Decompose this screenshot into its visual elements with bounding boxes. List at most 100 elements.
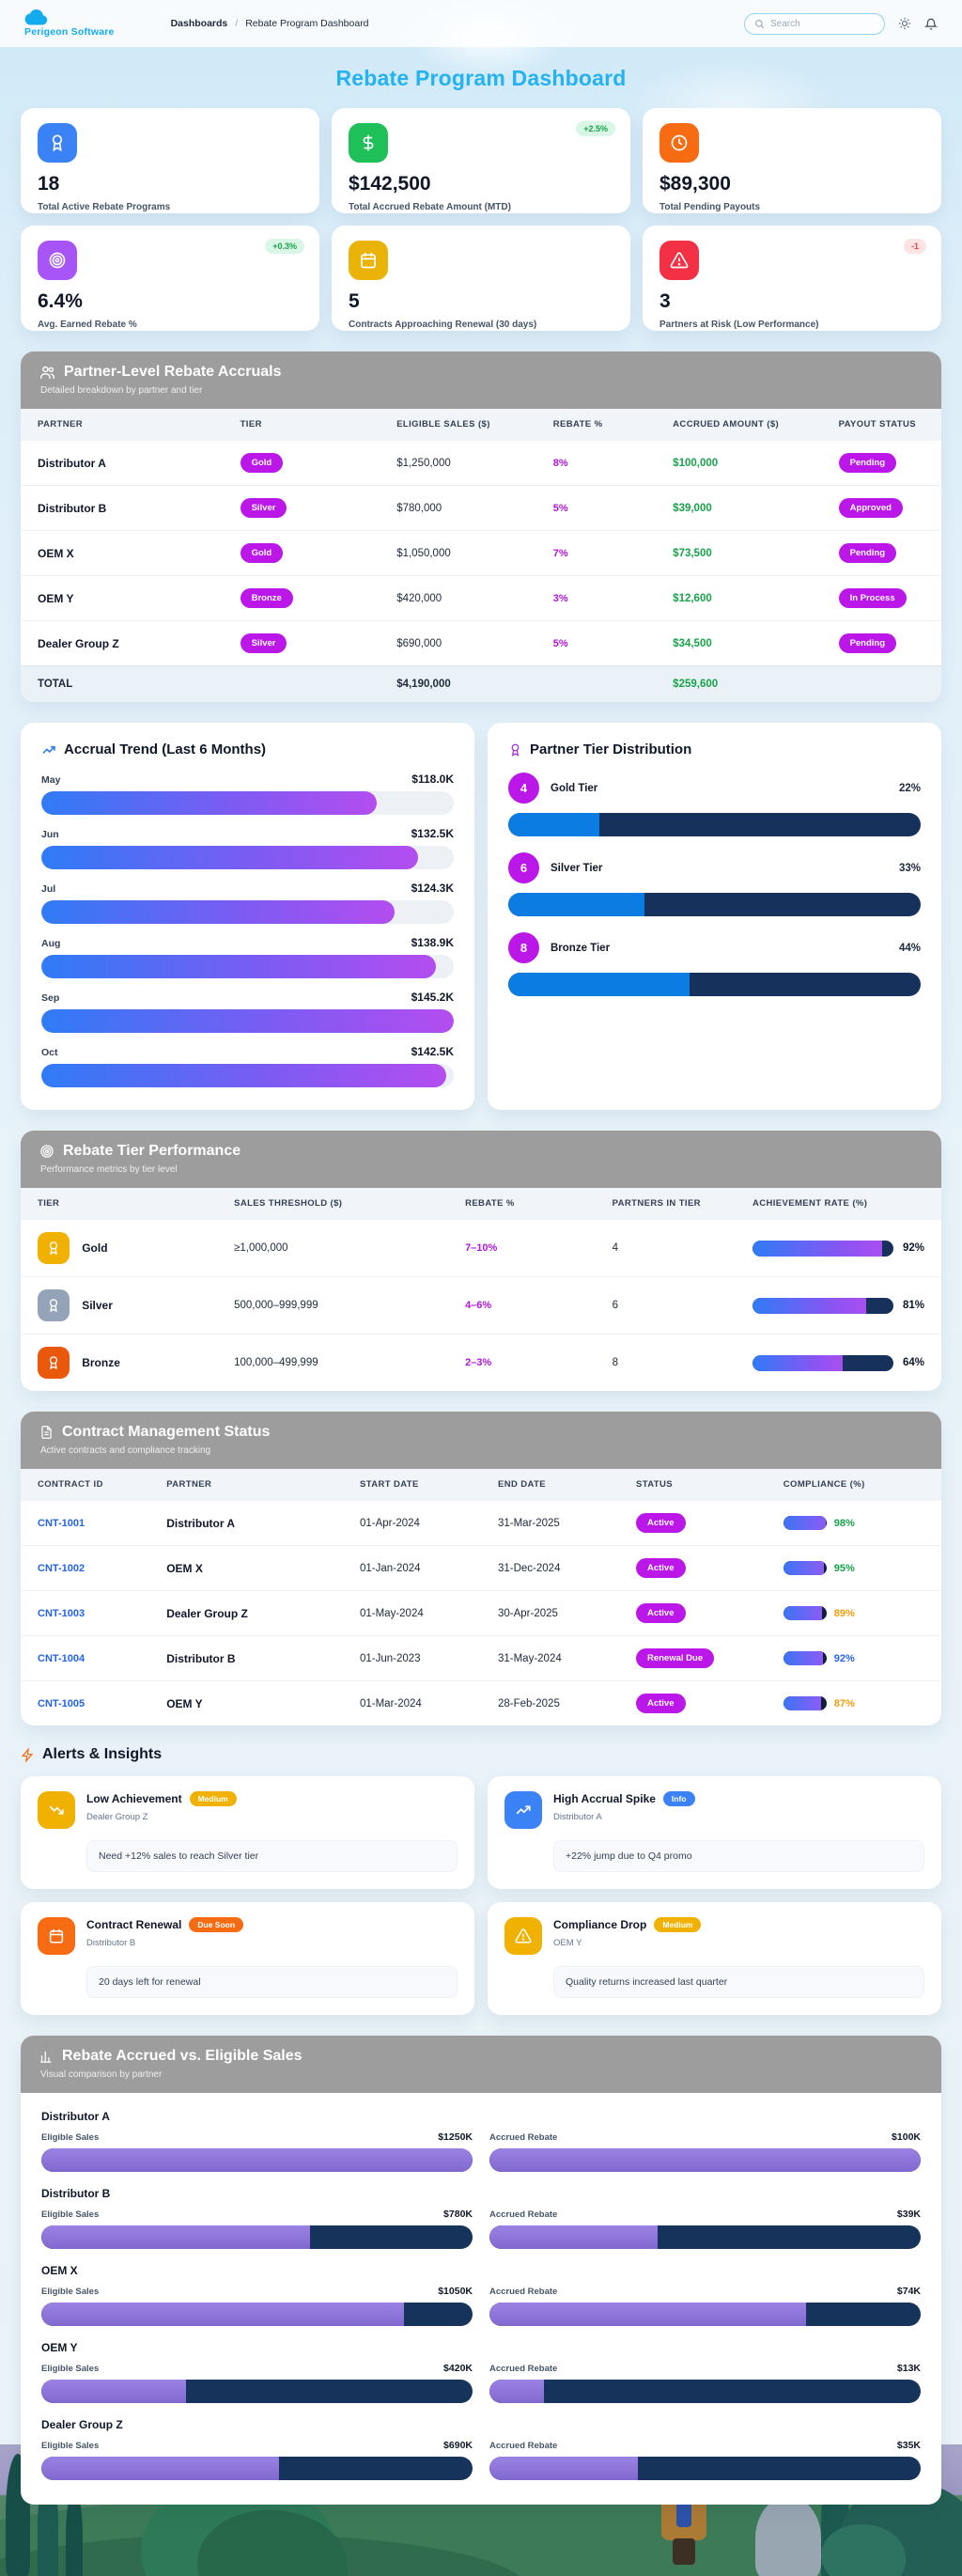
alert-compliance-drop[interactable]: Compliance Drop Medium OEM Y Quality ret… (488, 1902, 941, 2015)
col-partners-in-tier: Partners in Tier (595, 1188, 736, 1220)
tier-name: Silver (82, 1299, 113, 1312)
breadcrumb-dashboards[interactable]: Dashboards (170, 18, 228, 29)
search-input[interactable] (770, 18, 875, 29)
alert-title: Low Achievement (86, 1792, 182, 1805)
rebate-pct-value: 3% (535, 575, 657, 621)
contract-id-link[interactable]: CNT-1002 (38, 1562, 85, 1574)
start-date: 01-Apr-2024 (342, 1500, 481, 1546)
tier-badge: Gold (240, 453, 284, 473)
contracts-table: Contract ID Partner Start Date End Date … (21, 1469, 941, 1725)
total-eligible-sales: $4,190,000 (380, 665, 536, 702)
search-box[interactable] (744, 12, 885, 35)
sun-theme-toggle-icon[interactable] (898, 17, 911, 30)
table-header-row: Partner Tier Eligible Sales ($) Rebate %… (21, 409, 941, 441)
alert-low-achievement[interactable]: Low Achievement Medium Dealer Group Z Ne… (21, 1776, 474, 1889)
award-icon (38, 123, 77, 163)
partner-name: Dealer Group Z (149, 1590, 343, 1636)
threshold-value: 100,000–499,999 (217, 1334, 449, 1391)
table-row[interactable]: CNT-1002 OEM X 01-Jan-2024 31-Dec-2024 A… (21, 1545, 941, 1591)
end-date: 31-Dec-2024 (480, 1545, 619, 1591)
compliance-bar (783, 1606, 827, 1620)
contract-id-link[interactable]: CNT-1004 (38, 1652, 85, 1664)
partner-name: OEM X (21, 530, 224, 576)
table-row[interactable]: Silver 500,000–999,999 4–6% 6 81% (21, 1276, 941, 1335)
compliance-value: 95% (833, 1562, 855, 1574)
table-row[interactable]: Distributor A Gold $1,250,000 8% $100,00… (21, 440, 941, 486)
target-icon (38, 241, 77, 280)
kpi-total-accrued-rebate: +2.5% $142,500 Total Accrued Rebate Amou… (332, 108, 630, 213)
col-end-date: End Date (480, 1469, 619, 1501)
lightning-icon (21, 1746, 35, 1763)
brand-logo[interactable]: Perigeon Software (24, 9, 115, 38)
alert-partner: Distributor A (553, 1812, 602, 1822)
tier-badge: Silver (240, 498, 287, 518)
tier-label: Bronze Tier (551, 942, 611, 954)
tier-badge: Silver (240, 633, 287, 653)
table-row[interactable]: Distributor B Silver $780,000 5% $39,000… (21, 485, 941, 531)
comparison-row-dealer-group-z: Dealer Group Z Eligible Sales $690K Accru… (41, 2418, 921, 2480)
table-row[interactable]: CNT-1001 Distributor A 01-Apr-2024 31-Ma… (21, 1500, 941, 1546)
alert-contract-renewal[interactable]: Contract Renewal Due Soon Distributor B … (21, 1902, 474, 2015)
bell-notification-icon[interactable] (924, 17, 938, 31)
tier-count-badge: 4 (508, 773, 539, 804)
partner-name: Distributor B (149, 1635, 343, 1681)
partner-name: Distributor A (149, 1500, 343, 1546)
col-compliance: Compliance (%) (766, 1469, 941, 1501)
partner-name: OEM Y (41, 2341, 78, 2354)
alert-severity-badge: Info (662, 1791, 695, 1806)
table-row[interactable]: OEM Y Bronze $420,000 3% $12,600 In Proc… (21, 575, 941, 621)
contract-id-link[interactable]: CNT-1001 (38, 1517, 85, 1529)
col-accrued-amount: Accrued Amount ($) (656, 409, 822, 441)
month-label: Jul (41, 883, 56, 895)
section-subtitle: Visual comparison by partner (40, 2069, 163, 2080)
month-value: $138.9K (411, 936, 454, 949)
calendar-icon (38, 1917, 75, 1955)
kpi-value: 5 (349, 290, 360, 312)
table-row[interactable]: Bronze 100,000–499,999 2–3% 8 64% (21, 1334, 941, 1391)
col-partner: Partner (21, 409, 224, 441)
bar-fill (41, 1064, 446, 1087)
accrued-rebate-bar (489, 2380, 921, 2403)
eligible-sales-label: Eligible Sales (41, 2364, 100, 2374)
kpi-avg-earned-rebate: +0.3% 6.4% Avg. Earned Rebate % (21, 226, 319, 331)
trending-down-icon (38, 1791, 75, 1829)
partner-name: Distributor B (41, 2187, 111, 2200)
rebate-pct-value: 5% (535, 485, 657, 531)
kpi-label: Partners at Risk (Low Performance) (659, 320, 819, 330)
table-row[interactable]: CNT-1003 Dealer Group Z 01-May-2024 30-A… (21, 1590, 941, 1636)
partner-name: Dealer Group Z (21, 620, 224, 666)
tier-percent: 33% (898, 862, 921, 874)
kpi-trend-badge: +0.3% (265, 239, 304, 254)
end-date: 30-Apr-2025 (480, 1590, 619, 1636)
alert-partner: OEM Y (553, 1938, 582, 1948)
month-label: Oct (41, 1047, 58, 1058)
table-row[interactable]: OEM X Gold $1,050,000 7% $73,500 Pending (21, 530, 941, 576)
accruals-table: Partner Tier Eligible Sales ($) Rebate %… (21, 409, 941, 702)
tier-count-badge: 8 (508, 932, 539, 963)
trend-bar-sep: Sep $145.2K (41, 991, 454, 1033)
alert-title: High Accrual Spike (553, 1792, 656, 1805)
month-value: $132.5K (411, 827, 454, 840)
alert-high-accrual-spike[interactable]: High Accrual Spike Info Distributor A +2… (488, 1776, 941, 1889)
table-row[interactable]: CNT-1004 Distributor B 01-Jun-2023 31-Ma… (21, 1635, 941, 1681)
contract-id-link[interactable]: CNT-1005 (38, 1697, 85, 1710)
achievement-bar (752, 1354, 893, 1371)
month-label: Aug (41, 938, 61, 949)
partners-count: 4 (595, 1219, 736, 1277)
rebate-range: 4–6% (448, 1276, 596, 1335)
bar-fill (41, 955, 437, 978)
table-row[interactable]: Dealer Group Z Silver $690,000 5% $34,50… (21, 620, 941, 666)
start-date: 01-Jan-2024 (342, 1545, 481, 1591)
compliance-bar (783, 1561, 827, 1575)
accrued-rebate-bar (489, 2457, 921, 2480)
contract-id-link[interactable]: CNT-1003 (38, 1607, 85, 1619)
trend-bar-jul: Jul $124.3K (41, 882, 454, 924)
kpi-label: Avg. Earned Rebate % (38, 320, 137, 330)
cloud-icon (24, 9, 49, 25)
accrued-amount-value: $12,600 (656, 575, 822, 621)
section-header: Rebate Accrued vs. Eligible Sales Visual… (21, 2036, 941, 2093)
table-row[interactable]: CNT-1005 OEM Y 01-Mar-2024 28-Feb-2025 A… (21, 1680, 941, 1725)
start-date: 01-Jun-2023 (342, 1635, 481, 1681)
trend-bar-aug: Aug $138.9K (41, 936, 454, 978)
table-row[interactable]: Gold ≥1,000,000 7–10% 4 92% (21, 1219, 941, 1277)
